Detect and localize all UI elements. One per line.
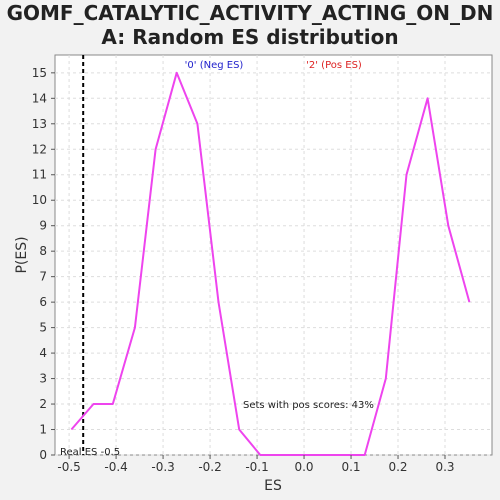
y-tick-label: 5 [39, 321, 47, 335]
chart-title-line-1: GOMF_CATALYTIC_ACTIVITY_ACTING_ON_DN [7, 1, 494, 25]
y-tick-label: 7 [39, 270, 47, 284]
y-tick-label: 6 [39, 295, 47, 309]
y-tick-label: 12 [32, 142, 47, 156]
plot-area [54, 54, 493, 456]
x-tick-label: -0.5 [57, 460, 80, 474]
real-es-label: Real ES -0.5 [60, 447, 120, 458]
x-tick-label: 0.2 [388, 460, 407, 474]
y-tick-label: 14 [32, 91, 47, 105]
y-tick-label: 0 [39, 448, 47, 462]
x-tick-label: 0.3 [435, 460, 454, 474]
y-axis-label: P(ES) [14, 236, 30, 273]
x-tick-label: 0.1 [341, 460, 360, 474]
y-tick-label: 9 [39, 219, 47, 233]
y-tick-label: 2 [39, 397, 47, 411]
series-lines [70, 71, 471, 456]
x-tick-label: 0.0 [294, 460, 313, 474]
y-tick-label: 4 [39, 346, 47, 360]
x-tick-label: -0.1 [245, 460, 268, 474]
x-tick-label: -0.4 [104, 460, 127, 474]
x-tick-label: -0.3 [151, 460, 174, 474]
legend-neg-es: '0' (Neg ES) [185, 60, 244, 71]
y-tick-label: 11 [32, 168, 47, 182]
y-tick-label: 3 [39, 372, 47, 386]
pos-scores-annotation: Sets with pos scores: 43% [243, 400, 374, 411]
y-tick-label: 15 [32, 66, 47, 80]
series-line [70, 71, 471, 456]
grid-lines [55, 55, 492, 456]
y-tick-label: 8 [39, 244, 47, 258]
x-axis-label: ES [264, 478, 282, 494]
y-tick-label: 13 [32, 117, 47, 131]
x-tick-label: -0.2 [198, 460, 221, 474]
chart-title-line-2: A: Random ES distribution [101, 25, 398, 49]
x-axis-ticks: -0.5 -0.4 -0.3 -0.2 -0.1 0.0 0.1 0.2 0.3 [57, 455, 455, 474]
legend-pos-es: '2' (Pos ES) [306, 60, 362, 71]
y-tick-label: 10 [32, 193, 47, 207]
y-tick-label: 1 [39, 423, 47, 437]
